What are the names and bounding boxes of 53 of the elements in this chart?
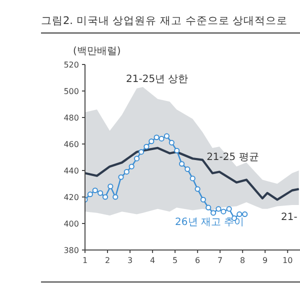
point: [220, 208, 226, 214]
x-tick-label: 4: [150, 256, 156, 265]
y-tick-label: 500: [64, 87, 79, 96]
point: [138, 149, 144, 155]
x-tick-label: 1: [82, 256, 88, 265]
y-tick-label: 520: [64, 60, 79, 70]
point: [154, 134, 160, 140]
x-tick-label: 8: [240, 256, 246, 265]
point: [108, 184, 114, 190]
point: [118, 174, 124, 180]
point: [216, 206, 222, 212]
y-tick-label: 420: [64, 193, 79, 202]
point: [98, 190, 104, 196]
point: [92, 188, 98, 194]
point: [194, 186, 200, 192]
x-tick-label: 6: [195, 256, 200, 265]
point: [190, 176, 196, 182]
point: [102, 194, 108, 200]
title: 그림2. 미국내 상업원유 재고 수준으로 상대적으로: [41, 15, 288, 27]
y-tick-label: 460: [64, 140, 79, 149]
x-tick-label: 7: [218, 256, 223, 265]
x-tick-label: 5: [172, 256, 178, 265]
point: [200, 196, 206, 202]
y-tick-label: 440: [64, 166, 79, 176]
annotation: 21-: [281, 212, 298, 223]
x-tick-label: 9: [262, 256, 268, 265]
point: [128, 164, 134, 170]
point: [179, 161, 185, 167]
point: [164, 133, 170, 139]
point: [144, 144, 150, 150]
point: [87, 192, 93, 198]
point: [174, 148, 180, 154]
point: [148, 138, 154, 144]
point: [124, 169, 130, 175]
point: [226, 206, 232, 212]
y-tick-label: 480: [64, 114, 79, 122]
point: [134, 156, 140, 162]
x-tick-label: 10: [282, 256, 293, 265]
point: [206, 204, 212, 210]
point: [236, 211, 242, 218]
point: [242, 211, 248, 218]
annotation: 21-25년 상한: [126, 74, 188, 85]
point: [184, 166, 190, 172]
ylabel: (백만배럴): [73, 46, 121, 57]
x-tick-label: 3: [127, 256, 133, 265]
y-tick-label: 380: [64, 246, 79, 255]
point: [158, 136, 164, 142]
point: [210, 210, 216, 216]
y-tick-label: 400: [64, 220, 79, 228]
point: [112, 194, 118, 200]
x-tick-label: 2: [104, 256, 110, 265]
line-series: [85, 146, 300, 201]
point: [168, 140, 174, 146]
